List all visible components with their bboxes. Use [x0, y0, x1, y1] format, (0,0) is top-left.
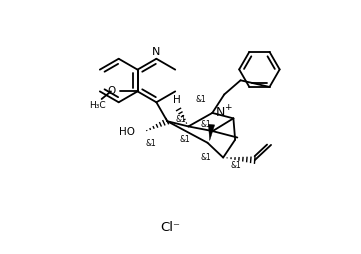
- Text: &1: &1: [230, 162, 241, 170]
- Text: &1: &1: [200, 153, 211, 162]
- Text: +: +: [224, 103, 232, 113]
- Text: &1: &1: [145, 139, 156, 148]
- Text: H₃C: H₃C: [89, 101, 105, 110]
- Text: N: N: [152, 47, 161, 57]
- Polygon shape: [208, 124, 215, 140]
- Text: H: H: [173, 94, 180, 104]
- Text: HO: HO: [119, 127, 135, 137]
- Text: &1: &1: [179, 135, 190, 144]
- Text: N: N: [216, 106, 226, 119]
- Text: &1: &1: [175, 115, 186, 124]
- Text: Cl⁻: Cl⁻: [161, 221, 180, 234]
- Text: O: O: [108, 86, 116, 97]
- Text: &1: &1: [200, 120, 211, 129]
- Text: &1: &1: [196, 95, 206, 104]
